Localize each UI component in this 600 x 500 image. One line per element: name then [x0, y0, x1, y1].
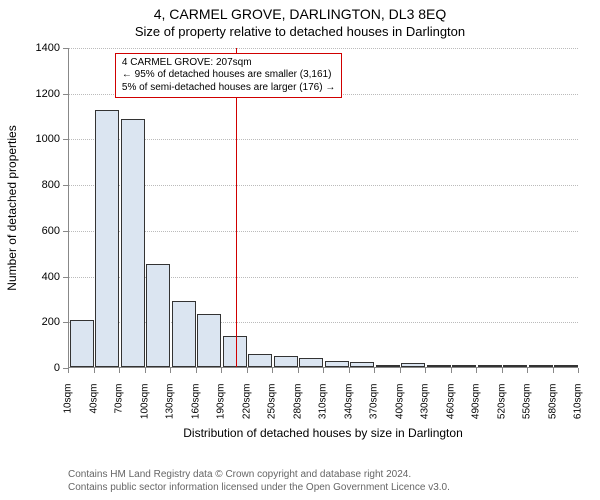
histogram-bar [299, 358, 323, 367]
xtick-label: 250sqm [267, 384, 278, 434]
xtick-mark [196, 368, 197, 373]
footer-line-1: Contains HM Land Registry data © Crown c… [68, 468, 450, 481]
ytick-label: 400 [28, 271, 60, 283]
histogram-bar [427, 365, 451, 367]
histogram-bar [121, 119, 145, 367]
annotation-line: 5% of semi-detached houses are larger (1… [122, 82, 335, 95]
histogram-bar [554, 365, 578, 367]
annotation-box: 4 CARMEL GROVE: 207sqm← 95% of detached … [115, 53, 342, 99]
histogram-bar [197, 314, 221, 367]
xtick-label: 340sqm [343, 384, 354, 434]
xtick-label: 610sqm [573, 384, 584, 434]
y-axis-label: Number of detached properties [5, 125, 19, 290]
xtick-mark [119, 368, 120, 373]
xtick-mark [527, 368, 528, 373]
histogram-bar [401, 363, 425, 367]
xtick-mark [400, 368, 401, 373]
gridline [69, 139, 578, 140]
ytick-label: 800 [28, 179, 60, 191]
xtick-mark [145, 368, 146, 373]
ytick-label: 1000 [28, 133, 60, 145]
histogram-bar [223, 336, 247, 367]
histogram-bar [350, 362, 374, 367]
xtick-mark [578, 368, 579, 373]
histogram-bar [325, 361, 349, 367]
plot-area: 4 CARMEL GROVE: 207sqm← 95% of detached … [68, 48, 578, 368]
xtick-label: 460sqm [445, 384, 456, 434]
histogram-bar [146, 264, 170, 367]
xtick-mark [272, 368, 273, 373]
xtick-mark [425, 368, 426, 373]
ytick-label: 1200 [28, 88, 60, 100]
ytick-mark [63, 231, 68, 232]
histogram-bar [274, 356, 298, 367]
ytick-label: 0 [28, 362, 60, 374]
ytick-mark [63, 277, 68, 278]
xtick-mark [451, 368, 452, 373]
ytick-mark [63, 322, 68, 323]
xtick-label: 40sqm [88, 384, 99, 434]
ytick-label: 1400 [28, 42, 60, 54]
xtick-label: 520sqm [496, 384, 507, 434]
xtick-label: 490sqm [471, 384, 482, 434]
annotation-line: ← 95% of detached houses are smaller (3,… [122, 69, 335, 82]
xtick-mark [94, 368, 95, 373]
ytick-mark [63, 139, 68, 140]
xtick-label: 70sqm [114, 384, 125, 434]
xtick-label: 130sqm [165, 384, 176, 434]
ytick-mark [63, 94, 68, 95]
xtick-mark [298, 368, 299, 373]
xtick-label: 400sqm [394, 384, 405, 434]
xtick-mark [476, 368, 477, 373]
xtick-label: 370sqm [369, 384, 380, 434]
xtick-label: 190sqm [216, 384, 227, 434]
histogram-bar [70, 320, 94, 367]
annotation-line: 4 CARMEL GROVE: 207sqm [122, 57, 335, 70]
xtick-mark [323, 368, 324, 373]
xtick-label: 10sqm [63, 384, 74, 434]
chart-subtitle: Size of property relative to detached ho… [0, 22, 600, 39]
ytick-mark [63, 185, 68, 186]
property-size-chart: 4, CARMEL GROVE, DARLINGTON, DL3 8EQ Siz… [0, 0, 600, 500]
xtick-mark [170, 368, 171, 373]
gridline [69, 48, 578, 49]
histogram-bar [376, 365, 400, 367]
xtick-mark [68, 368, 69, 373]
histogram-bar [529, 365, 553, 367]
gridline [69, 185, 578, 186]
xtick-label: 280sqm [292, 384, 303, 434]
histogram-bar [452, 365, 476, 367]
xtick-mark [349, 368, 350, 373]
xtick-label: 580sqm [547, 384, 558, 434]
xtick-label: 160sqm [190, 384, 201, 434]
histogram-bar [478, 365, 502, 367]
histogram-bar [95, 110, 119, 367]
ytick-label: 600 [28, 225, 60, 237]
xtick-label: 430sqm [420, 384, 431, 434]
histogram-bar [172, 301, 196, 367]
chart-footer: Contains HM Land Registry data © Crown c… [68, 468, 450, 494]
ytick-mark [63, 48, 68, 49]
xtick-label: 220sqm [241, 384, 252, 434]
histogram-bar [248, 354, 272, 367]
chart-title: 4, CARMEL GROVE, DARLINGTON, DL3 8EQ [0, 0, 600, 22]
xtick-mark [221, 368, 222, 373]
xtick-label: 550sqm [522, 384, 533, 434]
footer-line-2: Contains public sector information licen… [68, 481, 450, 494]
xtick-label: 100sqm [139, 384, 150, 434]
xtick-mark [553, 368, 554, 373]
xtick-mark [502, 368, 503, 373]
xtick-mark [374, 368, 375, 373]
ytick-label: 200 [28, 316, 60, 328]
xtick-label: 310sqm [318, 384, 329, 434]
gridline [69, 231, 578, 232]
xtick-mark [247, 368, 248, 373]
histogram-bar [503, 365, 527, 367]
